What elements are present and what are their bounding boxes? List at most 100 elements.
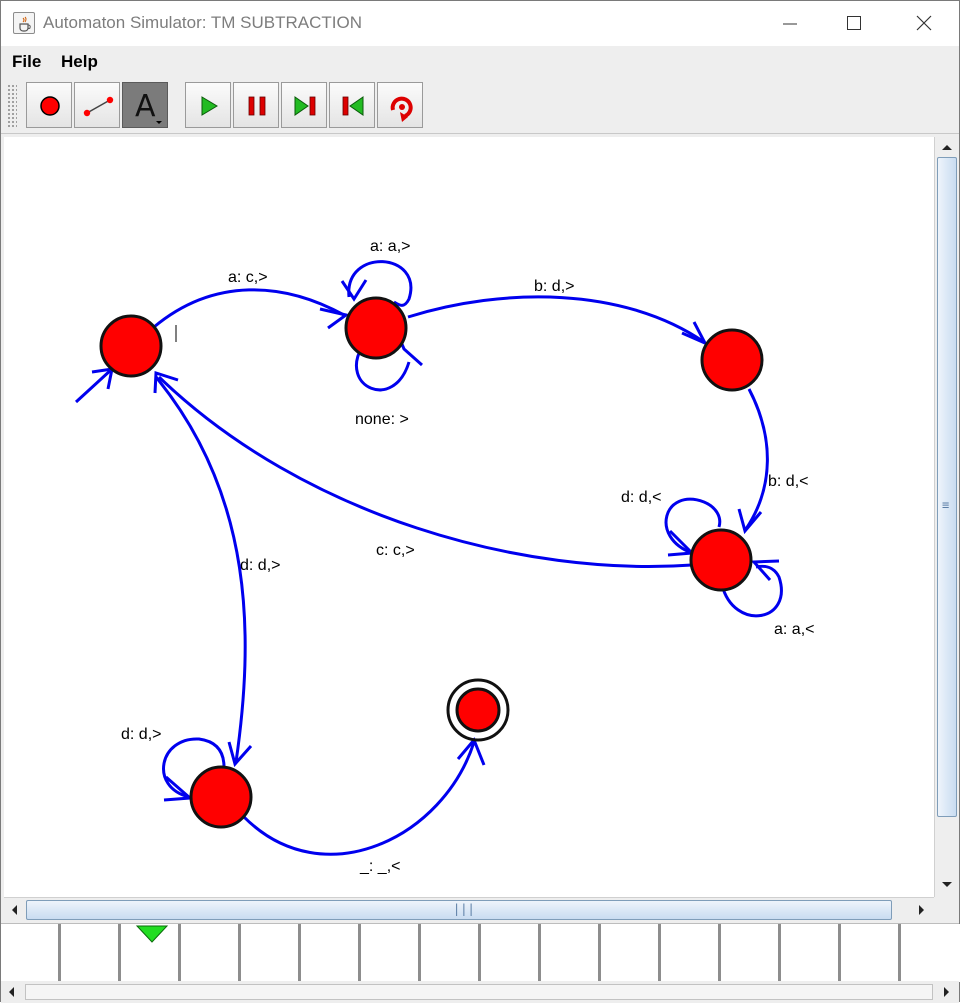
arrowhead-q3-q0 (153, 370, 179, 394)
tape-cell[interactable] (301, 924, 361, 982)
arrowhead-q1-q2 (681, 321, 709, 347)
toolbar-grip[interactable] (7, 84, 17, 128)
transition-line-icon (83, 96, 114, 117)
scroll-up-icon (942, 145, 952, 150)
java-coffee-icon (13, 12, 35, 34)
tape-cell[interactable] (841, 924, 901, 982)
label-q3-q0: c: c,> (376, 542, 415, 559)
reset-button[interactable] (377, 82, 423, 128)
tape-cell[interactable] (661, 924, 721, 982)
transition-q3-self-bottomright (720, 564, 783, 618)
play-icon (201, 96, 218, 116)
close-button[interactable] (901, 1, 947, 46)
step-forward-button[interactable] (281, 82, 327, 128)
tape-scroll-thumb[interactable] (25, 984, 933, 1000)
state-circle-icon (40, 96, 60, 116)
label-q1-self-bottom: none: > (355, 411, 409, 428)
tape-cell[interactable] (781, 924, 841, 982)
step-back-icon (342, 96, 364, 116)
label-q3-self-bottomright: a: a,< (774, 621, 814, 638)
pause-button[interactable] (233, 82, 279, 128)
tape-scroll-right-button[interactable] (935, 981, 957, 1003)
window-title: Automaton Simulator: TM SUBTRACTION (43, 13, 362, 32)
transition-q1-self-top (347, 260, 413, 307)
tape-cell[interactable] (61, 924, 121, 982)
arrowhead-q2-q3 (737, 508, 763, 535)
minimize-button[interactable] (767, 1, 813, 46)
step-back-button[interactable] (329, 82, 375, 128)
transition-q3-self-topleft (664, 497, 722, 555)
state-q2 (700, 328, 764, 392)
automaton-diagram[interactable]: a: c,> a: a,> none: > b: d,> b: d,< d: d… (4, 137, 934, 897)
menu-bar: File Help (1, 46, 959, 78)
tape-cell[interactable] (181, 924, 241, 982)
transition-q2-q3 (744, 388, 769, 530)
state-q5-outer-ring (446, 678, 510, 742)
transition-q4-q5 (242, 741, 476, 856)
scroll-right-icon (919, 905, 924, 915)
scroll-corner (934, 897, 958, 921)
tape-cell[interactable] (721, 924, 781, 982)
run-button[interactable] (185, 82, 231, 128)
tape-cell[interactable] (241, 924, 301, 982)
transition-q0-q4 (154, 376, 247, 763)
tape-cell[interactable] (481, 924, 541, 982)
label-q0-q4: d: d,> (240, 557, 280, 574)
label-q1-self-top: a: a,> (370, 238, 410, 255)
transition-q1-self-bottom (354, 346, 411, 392)
maximize-icon (847, 16, 861, 30)
tape-cell[interactable] (901, 924, 960, 982)
label-tool-button[interactable]: A (122, 82, 168, 128)
transition-q3-q0 (157, 375, 693, 568)
vertical-scroll-thumb[interactable]: ≡ (937, 157, 957, 817)
menu-help[interactable]: Help (61, 52, 98, 71)
horizontal-scroll-thumb[interactable]: ||| (26, 900, 892, 920)
toolbar: A (1, 78, 959, 134)
pause-icon (248, 96, 266, 116)
transition-tool-button[interactable] (74, 82, 120, 128)
state-q5 (455, 687, 501, 733)
vertical-scrollbar[interactable]: ≡ (934, 137, 958, 897)
label-tool-glyph: A (135, 89, 156, 124)
transition-q1-q2 (407, 295, 705, 344)
scroll-down-icon (942, 882, 952, 887)
minimize-icon (783, 23, 797, 25)
arrowhead-q3-self-bottomright (750, 559, 780, 581)
diagram-canvas[interactable]: a: c,> a: a,> none: > b: d,> b: d,< d: d… (4, 137, 934, 897)
tape-cell[interactable] (1, 924, 61, 982)
arrowhead-q0-q1 (319, 307, 350, 330)
state-q3 (689, 528, 753, 592)
tape-cell[interactable] (421, 924, 481, 982)
menu-file[interactable]: File (12, 52, 42, 71)
close-icon (916, 15, 932, 31)
scroll-left-button[interactable] (4, 899, 26, 921)
thumb-grip-icon: ||| (453, 902, 475, 916)
tape-cell[interactable] (601, 924, 661, 982)
turing-tape[interactable] (1, 923, 960, 982)
reset-icon (390, 96, 413, 122)
label-q1-q2: b: d,> (534, 278, 574, 295)
horizontal-scrollbar[interactable]: ||| (4, 897, 934, 921)
scroll-down-button[interactable] (936, 873, 958, 895)
title-bar[interactable]: Automaton Simulator: TM SUBTRACTION (1, 1, 959, 46)
tape-cell[interactable] (541, 924, 601, 982)
text-label-icon (156, 121, 162, 124)
state-q1 (344, 296, 408, 360)
scroll-right-button[interactable] (910, 899, 932, 921)
maximize-button[interactable] (831, 1, 877, 46)
tape-cell[interactable] (361, 924, 421, 982)
scroll-left-icon (9, 987, 14, 997)
state-q4 (189, 765, 253, 829)
state-tool-button[interactable] (26, 82, 72, 128)
label-q4-q5: _: _,< (359, 858, 400, 875)
tape-scrollbar[interactable] (1, 981, 959, 1003)
arrowhead-q3-self-topleft (667, 529, 696, 557)
tape-scroll-left-button[interactable] (1, 981, 23, 1003)
initial-arrow (74, 367, 114, 404)
label-q2-q3: b: d,< (768, 473, 808, 490)
state-q0 (99, 314, 163, 378)
thumb-grip-icon: ≡ (942, 498, 950, 512)
arrowhead-q1-self-top (340, 279, 368, 302)
scroll-up-button[interactable] (936, 137, 958, 159)
arrowhead-q0-q4 (227, 741, 253, 768)
